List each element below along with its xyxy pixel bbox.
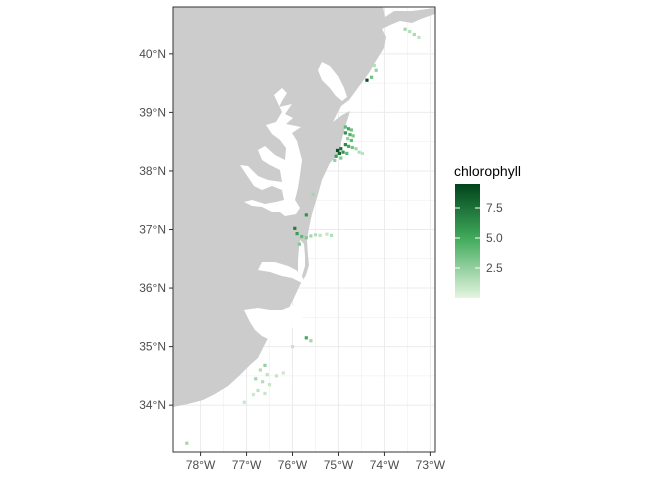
chlorophyll-point <box>343 131 347 135</box>
y-tick-label: 40°N <box>139 47 166 61</box>
land-mass <box>173 7 435 407</box>
chlorophyll-point <box>357 150 361 154</box>
chlorophyll-point <box>251 393 256 397</box>
legend: chlorophyll 7.5 5.0 2.5 <box>454 163 521 298</box>
delaware-bay-water <box>318 62 347 101</box>
x-tick-label: 73°W <box>416 458 446 472</box>
chlorophyll-point <box>309 234 313 238</box>
chlorophyll-point <box>346 137 350 141</box>
y-tick-label: 38°N <box>139 164 166 178</box>
chlorophyll-point <box>339 147 343 151</box>
legend-ticks: 7.5 5.0 2.5 <box>455 201 503 275</box>
y-tick-label: 39°N <box>139 105 166 119</box>
chlorophyll-point <box>263 363 267 367</box>
y-tick-label: 34°N <box>139 398 166 412</box>
chlorophyll-point <box>329 233 334 237</box>
chlorophyll-point <box>337 151 341 155</box>
chlorophyll-point <box>267 383 272 387</box>
chlorophyll-point <box>408 29 412 34</box>
chlorophyll-point <box>300 234 304 239</box>
y-axis: 34°N 35°N 36°N 37°N 38°N 39°N 40°N <box>139 47 173 412</box>
y-tick-label: 35°N <box>139 340 166 354</box>
chlorophyll-point <box>304 336 308 340</box>
chlorophyll-point <box>258 368 262 372</box>
legend-tick-label: 7.5 <box>486 201 503 215</box>
chlorophyll-point <box>325 232 329 236</box>
chlorophyll-point <box>343 125 347 129</box>
chlorophyll-point <box>417 35 421 40</box>
chlorophyll-point <box>349 128 353 132</box>
y-tick-label: 37°N <box>139 223 166 237</box>
x-tick-label: 78°W <box>186 458 216 472</box>
chlorophyll-point <box>365 78 369 82</box>
chlorophyll-point <box>309 339 313 343</box>
chlorophyll-point <box>304 236 308 240</box>
legend-tick-label: 5.0 <box>486 231 503 245</box>
chlorophyll-point <box>403 27 407 31</box>
chlorophyll-point <box>185 441 189 445</box>
chlorophyll-point <box>354 147 358 151</box>
chlorophyll-point <box>339 156 343 160</box>
x-tick-label: 74°W <box>370 458 400 472</box>
legend-title: chlorophyll <box>454 163 521 179</box>
chlorophyll-point <box>333 158 337 163</box>
chlorophyll-point <box>346 127 351 131</box>
chlorophyll-point <box>295 231 299 236</box>
chlorophyll-point <box>297 242 302 246</box>
x-axis: 78°W 77°W 76°W 75°W 74°W 73°W <box>186 452 446 472</box>
x-tick-label: 77°W <box>232 458 262 472</box>
chlorophyll-point <box>369 75 374 79</box>
chlorophyll-point <box>334 154 338 158</box>
chlorophyll-point <box>372 63 376 68</box>
chlorophyll-point <box>274 374 279 378</box>
pamlico-sound-water <box>244 288 314 340</box>
chlorophyll-points <box>185 27 421 445</box>
chlorophyll-point <box>290 345 295 349</box>
chlorophyll-point <box>313 233 318 237</box>
barrier-island-water-channel <box>298 240 305 276</box>
chlorophyll-point <box>293 226 297 230</box>
legend-tick-label: 2.5 <box>486 261 503 275</box>
chlorophyll-point <box>374 68 378 72</box>
chlorophyll-point <box>311 192 315 196</box>
chlorophyll-point <box>256 388 260 393</box>
land-layer <box>173 7 435 407</box>
chlorophyll-point <box>360 151 364 155</box>
chlorophyll-point <box>263 391 267 396</box>
chlorophyll-point <box>335 148 340 153</box>
chlorophyll-point <box>346 144 351 148</box>
chlorophyll-point <box>343 142 347 147</box>
chlorophyll-point <box>351 134 355 138</box>
chlorophyll-point <box>242 400 246 404</box>
legend-colorbar <box>455 184 480 298</box>
chlorophyll-point <box>281 371 285 375</box>
albemarle-sound-water <box>258 262 306 286</box>
chlorophyll-point <box>349 138 353 143</box>
chlorophyll-point <box>348 133 352 137</box>
chlorophyll-point <box>350 145 354 150</box>
chlorophyll-point <box>341 150 345 154</box>
y-tick-label: 36°N <box>139 281 166 295</box>
x-tick-label: 75°W <box>324 458 354 472</box>
chlorophyll-point <box>345 151 349 155</box>
chesapeake-bay-water <box>240 88 302 216</box>
chlorophyll-point <box>265 373 269 377</box>
chlorophyll-point <box>318 233 322 237</box>
x-tick-label: 76°W <box>278 458 308 472</box>
chlorophyll-point <box>304 213 308 217</box>
chlorophyll-point <box>254 377 258 381</box>
chlorophyll-point <box>261 380 265 384</box>
chlorophyll-point <box>412 32 416 37</box>
